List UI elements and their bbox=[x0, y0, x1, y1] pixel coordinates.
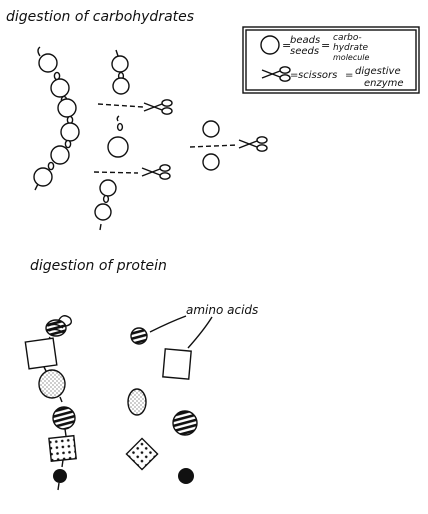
carbohydrate-chain-long bbox=[33, 46, 80, 191]
protein-chain bbox=[24, 315, 77, 491]
carbohydrate-chain-top bbox=[111, 49, 130, 95]
carbohydrates-title: digestion of carbohydrates bbox=[6, 9, 194, 25]
legend-beads-label: beads bbox=[290, 35, 320, 46]
legend-equals-4: = bbox=[345, 70, 353, 81]
amino-acids-group: amino acids bbox=[125, 303, 258, 484]
scissors-icon bbox=[238, 136, 268, 152]
legend-carb-line3: molecule bbox=[333, 53, 370, 62]
legend-carb-line2: hydrate bbox=[333, 43, 368, 53]
legend-equals-2: = bbox=[321, 39, 330, 52]
amino-acid-striped bbox=[172, 410, 198, 436]
amino-acid-stippled-oval bbox=[127, 388, 147, 416]
legend-equals-3: = bbox=[290, 70, 298, 81]
cut-line-1 bbox=[97, 103, 144, 108]
cut-line-3 bbox=[189, 144, 239, 148]
scissors-icon bbox=[141, 164, 171, 180]
scissors-icon bbox=[143, 99, 173, 115]
legend-enzyme-line2: enzyme bbox=[364, 78, 404, 89]
scissors-icon bbox=[261, 66, 291, 82]
cut-line-2 bbox=[93, 171, 139, 174]
legend-carb-line1: carbo- bbox=[333, 33, 362, 43]
amino-acids-label: amino acids bbox=[186, 303, 258, 317]
bead-icon bbox=[202, 153, 220, 171]
protein-title: digestion of protein bbox=[30, 258, 167, 274]
amino-acid-black bbox=[178, 468, 194, 484]
bead-icon bbox=[202, 120, 220, 138]
amino-acid-square bbox=[162, 348, 192, 380]
legend-box: = beads seeds = carbo- hydrate molecule … bbox=[242, 26, 420, 94]
amino-acid-striped-small bbox=[130, 327, 148, 345]
legend-seeds-label: seeds bbox=[290, 46, 319, 57]
amino-acid-dotted-diamond bbox=[125, 437, 159, 471]
bead-icon bbox=[260, 35, 280, 55]
carbohydrate-chain-bottom bbox=[94, 179, 117, 231]
carbohydrate-chain-middle bbox=[107, 115, 129, 158]
legend-scissors-label: scissors bbox=[298, 70, 337, 81]
legend-enzyme-line1: digestive bbox=[355, 66, 401, 77]
legend-equals-1: = bbox=[282, 39, 291, 52]
